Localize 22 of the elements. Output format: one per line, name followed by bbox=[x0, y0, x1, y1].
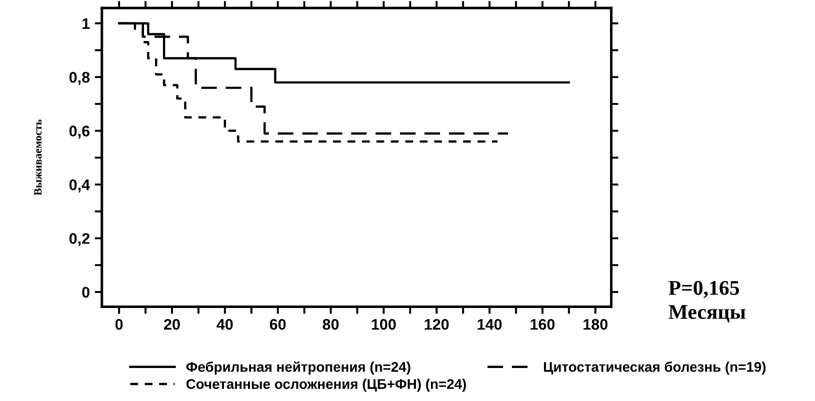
y-axis-title: Выживаемость bbox=[34, 120, 42, 196]
x-axis-title: Месяцы bbox=[668, 305, 746, 322]
y-tick-label: 1 bbox=[82, 18, 90, 29]
legend-label: Фебрильная нейтропения (n=24) bbox=[186, 361, 410, 375]
x-tick-label: 160 bbox=[530, 318, 555, 330]
x-tick-label: 20 bbox=[164, 318, 180, 330]
x-tick-label: 140 bbox=[478, 318, 502, 330]
legend-label: Цитостатическая болезнь (n=19) bbox=[544, 362, 766, 375]
x-tick-label: 100 bbox=[372, 318, 396, 330]
x-tick-label: 180 bbox=[584, 318, 608, 330]
x-tick-label: 40 bbox=[216, 318, 233, 330]
y-tick-label: 0,6 bbox=[69, 126, 90, 139]
legend-label: Сочетанные осложнения (ЦБ+ФН) (n=24) bbox=[186, 378, 466, 392]
y-tick-label: 0,4 bbox=[69, 179, 90, 192]
y-tick-label: 0 bbox=[82, 286, 90, 298]
x-tick-label: 120 bbox=[424, 318, 449, 330]
text: P=0,165 bbox=[668, 280, 740, 298]
x-tick-label: 0 bbox=[115, 318, 123, 330]
y-tick-label: 0,2 bbox=[69, 233, 90, 246]
y-tick-label: 0,8 bbox=[69, 72, 90, 85]
x-tick-label: 80 bbox=[322, 318, 339, 330]
x-tick-label: 60 bbox=[270, 318, 286, 330]
